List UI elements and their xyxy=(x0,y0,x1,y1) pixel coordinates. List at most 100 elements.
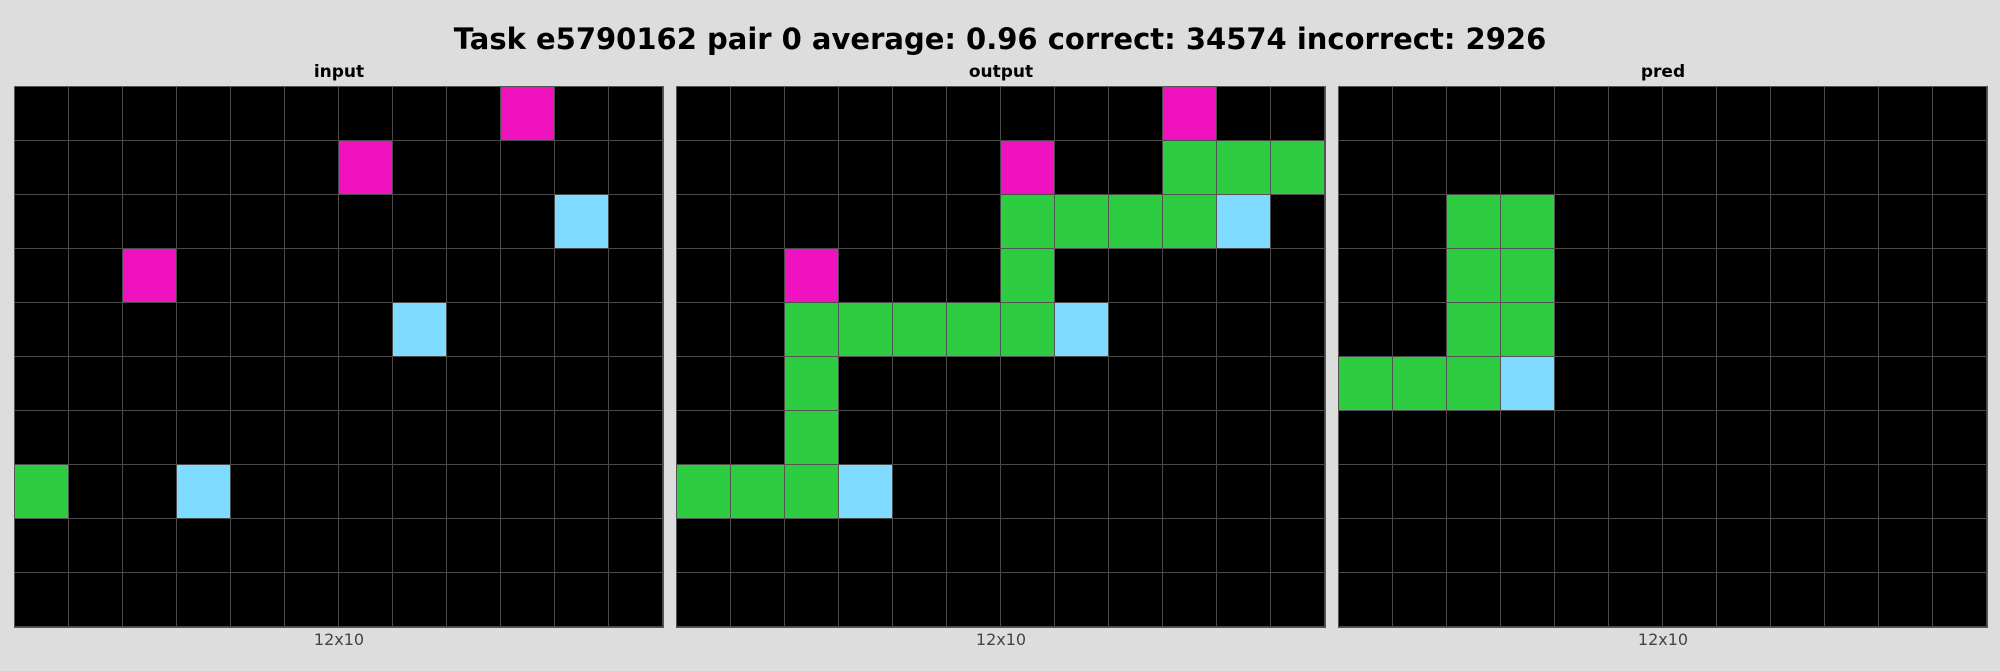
grid-cell xyxy=(839,87,893,141)
grid-cell xyxy=(1663,87,1717,141)
grid-cell xyxy=(1879,519,1933,573)
grid-cell xyxy=(447,249,501,303)
grid-cell xyxy=(1663,141,1717,195)
grid-cell xyxy=(1825,249,1879,303)
grid-cell xyxy=(893,141,947,195)
grid-cell xyxy=(1055,411,1109,465)
grid-cell xyxy=(677,303,731,357)
grid-cell xyxy=(1217,465,1271,519)
grid-cell xyxy=(1447,249,1501,303)
grid-cell xyxy=(1771,465,1825,519)
grid-cell xyxy=(393,411,447,465)
grid-cell xyxy=(1163,249,1217,303)
grid-cell xyxy=(893,465,947,519)
grid-cell xyxy=(177,411,231,465)
grid-cell xyxy=(1933,87,1987,141)
grid-cell xyxy=(609,465,663,519)
grid-cell xyxy=(1055,87,1109,141)
grid-cell xyxy=(1717,573,1771,627)
grid-cell xyxy=(1271,519,1325,573)
grid-input xyxy=(14,86,664,628)
grid-cell xyxy=(1271,303,1325,357)
grid-cell xyxy=(731,519,785,573)
grid-cell xyxy=(1663,411,1717,465)
grid-cell xyxy=(393,195,447,249)
grid-cell xyxy=(1393,141,1447,195)
grid-cell xyxy=(69,465,123,519)
grid-cell xyxy=(609,411,663,465)
grid-cell xyxy=(339,357,393,411)
grid-cell xyxy=(123,357,177,411)
grid-cell xyxy=(1001,465,1055,519)
grid-cell xyxy=(501,141,555,195)
grid-cell xyxy=(1339,195,1393,249)
grid-cell xyxy=(1109,573,1163,627)
grid-cell xyxy=(893,87,947,141)
grid-cell xyxy=(677,195,731,249)
grid-cell xyxy=(1393,195,1447,249)
grid-cell xyxy=(1609,195,1663,249)
grid-cell xyxy=(731,141,785,195)
grid-cell xyxy=(1163,303,1217,357)
grid-cell xyxy=(1609,357,1663,411)
grid-cell xyxy=(231,357,285,411)
grid-cell xyxy=(1663,195,1717,249)
grid-cell xyxy=(839,465,893,519)
grid-cell xyxy=(555,357,609,411)
grid-cell xyxy=(285,87,339,141)
grid-cell xyxy=(501,357,555,411)
grid-cell xyxy=(177,357,231,411)
grid-cell xyxy=(609,195,663,249)
grid-cell xyxy=(1825,357,1879,411)
grid-cell xyxy=(1771,573,1825,627)
grid-cell xyxy=(123,195,177,249)
grid-cell xyxy=(123,87,177,141)
grid-cell xyxy=(1717,249,1771,303)
grid-cell xyxy=(1447,465,1501,519)
grid-cell xyxy=(731,465,785,519)
grid-cell xyxy=(1163,519,1217,573)
grid-cell xyxy=(839,249,893,303)
grid-cell xyxy=(1447,303,1501,357)
grid-cell xyxy=(1825,573,1879,627)
grid-cell xyxy=(1933,303,1987,357)
grid-cell xyxy=(501,87,555,141)
grid-cell xyxy=(1217,357,1271,411)
grid-cell xyxy=(1879,411,1933,465)
grid-cell xyxy=(555,519,609,573)
grid-cell xyxy=(1933,195,1987,249)
grid-cell xyxy=(1717,411,1771,465)
grid-cell xyxy=(947,573,1001,627)
grid-cell xyxy=(839,195,893,249)
grid-cell xyxy=(1555,141,1609,195)
grid-cell xyxy=(1339,465,1393,519)
grid-cell xyxy=(1339,141,1393,195)
grid-cell xyxy=(447,411,501,465)
grid-cell xyxy=(731,411,785,465)
grid-cell xyxy=(555,141,609,195)
grid-cell xyxy=(785,519,839,573)
grid-cell xyxy=(1825,87,1879,141)
grid-cell xyxy=(1447,357,1501,411)
grid-cell xyxy=(1879,249,1933,303)
grid-cell xyxy=(1717,519,1771,573)
grid-cell xyxy=(731,87,785,141)
grid-cell xyxy=(1109,303,1163,357)
grid-cell xyxy=(123,303,177,357)
panel-title: pred xyxy=(1640,62,1686,82)
grid-cell xyxy=(555,573,609,627)
grid-cell xyxy=(839,357,893,411)
grid-cell xyxy=(839,411,893,465)
grid-cell xyxy=(1933,357,1987,411)
grid-cell xyxy=(15,411,69,465)
grid-cell xyxy=(1717,195,1771,249)
grid-cell xyxy=(177,141,231,195)
grid-cell xyxy=(393,519,447,573)
grid-cell xyxy=(1501,411,1555,465)
grid-cell xyxy=(947,519,1001,573)
grid-cell xyxy=(69,411,123,465)
grid-cell xyxy=(785,573,839,627)
grid-cell xyxy=(393,465,447,519)
grid-cell xyxy=(1933,465,1987,519)
